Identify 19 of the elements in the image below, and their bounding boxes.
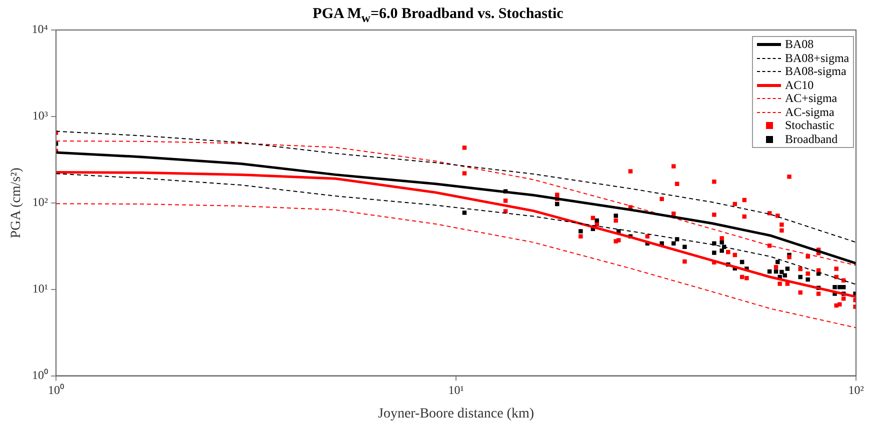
- y-tick-label: 10⁰: [32, 368, 48, 382]
- legend-label: BA08: [785, 37, 814, 52]
- y-tick-label: 10³: [32, 108, 48, 123]
- legend-label: AC-sigma: [785, 104, 834, 120]
- chart-title: PGA M$_{w}$=6.0 Broadband vs. Stochastic: [312, 6, 564, 25]
- legend-label: AC10: [785, 78, 814, 93]
- x-axis-title: Joyner-Boore distance (km): [378, 406, 534, 422]
- legend-label: AC+sigma: [785, 91, 838, 106]
- legend-label: BA08-sigma: [785, 64, 846, 80]
- legend-label: Stochastic: [785, 118, 834, 134]
- y-tick-label: 10⁴: [32, 22, 48, 36]
- y-tick-label: 10²: [32, 195, 48, 210]
- legend-label: BA08+sigma: [785, 50, 850, 66]
- x-tick-label: 10⁰: [48, 383, 64, 398]
- y-axis-title: PGA (cm/s²): [9, 167, 24, 238]
- legend-label: Broadband: [785, 132, 838, 147]
- x-tick-label: 10²: [848, 383, 864, 398]
- x-tick-label: 10¹: [448, 383, 464, 398]
- y-tick-label: 10¹: [32, 282, 48, 296]
